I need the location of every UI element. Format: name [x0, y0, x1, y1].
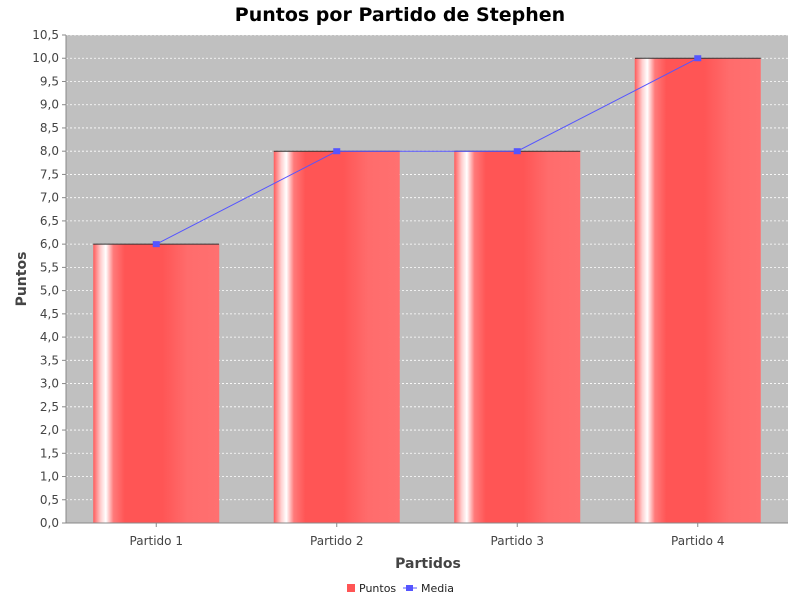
y-tick-label: 4,5 [40, 307, 59, 321]
bar-3 [454, 151, 581, 523]
media-line-series [152, 55, 702, 248]
y-tick-label: 7,0 [40, 191, 59, 205]
y-tick-label: 10,5 [32, 28, 59, 42]
y-tick-label: 8,0 [40, 144, 59, 158]
chart-title: Puntos por Partido de Stephen [235, 4, 565, 26]
media-point [152, 241, 160, 248]
y-tick-label: 1,0 [40, 470, 59, 484]
media-point [694, 55, 702, 62]
y-tick-label: 0,5 [40, 493, 59, 507]
bar-1 [93, 244, 220, 523]
media-point [513, 148, 521, 155]
media-point [333, 148, 341, 155]
y-tick-label: 5,5 [40, 260, 59, 274]
legend-puntos-label: Puntos [359, 582, 396, 595]
y-tick-label: 1,5 [40, 446, 59, 460]
y-tick-label: 7,5 [40, 167, 59, 181]
y-tick-label: 4,0 [40, 330, 59, 344]
legend-media-marker [406, 585, 413, 591]
y-tick-label: 10,0 [32, 51, 59, 65]
x-axis-title: Partidos [395, 556, 461, 572]
x-tick-label: Partido 1 [130, 534, 183, 548]
y-tick-label: 3,0 [40, 377, 59, 391]
legend: Puntos Media [347, 582, 454, 595]
bar-2 [273, 151, 400, 523]
x-tick-label: Partido 4 [671, 534, 724, 548]
y-tick-label: 5,0 [40, 284, 59, 298]
x-tick-label: Partido 2 [310, 534, 363, 548]
y-axis-ticks: 0,0 0,5 1,0 1,5 2,0 2,5 3,0 3,5 4,0 4,5 5,0 5,5 6,0 6… [32, 28, 66, 530]
y-tick-label: 6,0 [40, 237, 59, 251]
y-tick-label: 8,5 [40, 121, 59, 135]
legend-puntos-swatch [347, 584, 355, 592]
y-tick-label: 2,0 [40, 423, 59, 437]
y-tick-label: 0,0 [40, 516, 59, 530]
y-axis-title: Puntos [14, 252, 30, 307]
legend-media-label: Media [421, 582, 454, 595]
x-tick-label: Partido 3 [491, 534, 544, 548]
y-tick-label: 9,5 [40, 74, 59, 88]
y-tick-label: 9,0 [40, 98, 59, 112]
bar-4 [634, 58, 761, 523]
media-line [156, 57, 698, 245]
x-axis-ticks: Partido 1 Partido 2 Partido 3 Partido 4 [130, 523, 724, 548]
y-tick-label: 3,5 [40, 353, 59, 367]
y-tick-label: 6,5 [40, 214, 59, 228]
bars [93, 57, 761, 523]
y-tick-label: 2,5 [40, 400, 59, 414]
